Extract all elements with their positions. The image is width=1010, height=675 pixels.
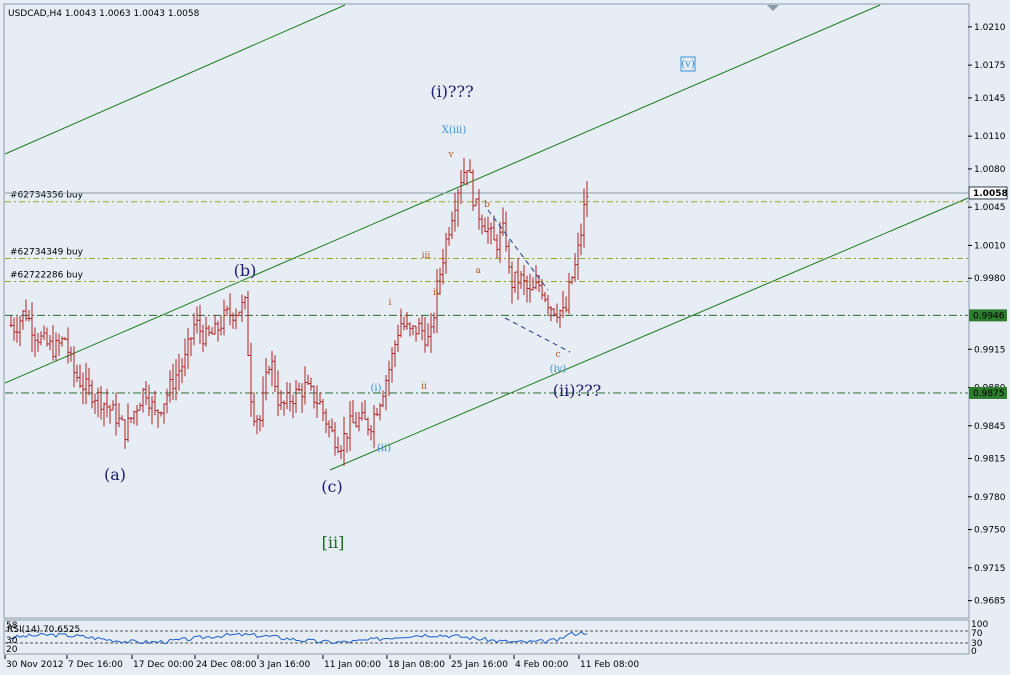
level-price-box [969, 309, 1007, 322]
rsi-line [10, 631, 588, 645]
level-price-box [969, 386, 1007, 399]
rsi-left-tick: 20 [6, 645, 18, 655]
wave-label-sub: i [389, 298, 392, 308]
y-tick-label: 0.9750 [974, 526, 1006, 536]
rsi-left-tick: 30 [6, 636, 18, 646]
y-axis: 1.0210 1.0175 1.0145 1.0110 1.0080 1.0045 1.00… [968, 23, 1008, 607]
y-tick-label: 1.0145 [974, 94, 1006, 104]
wave-label-minor: (iv) [550, 364, 567, 375]
window-title: USDCAD,H4 1.0043 1.0063 1.0043 1.0058 [8, 9, 200, 19]
y-tick-label: 1.0210 [974, 23, 1006, 33]
y-tick-label: 1.0175 [974, 61, 1006, 71]
y-tick-label: 0.9980 [974, 274, 1006, 284]
current-price-label: 1.0058 [973, 189, 1008, 199]
wave-label-sub: v [447, 150, 454, 160]
wave-label-minor: (i) [370, 383, 381, 394]
x-tick-label: 18 Jan 08:00 [388, 660, 445, 670]
price-bars [9, 157, 589, 466]
y-tick-label: 1.0110 [974, 132, 1006, 142]
wave-label-main: (a) [104, 465, 126, 484]
x-tick-label: 7 Dec 16:00 [68, 660, 123, 670]
wave-label-minor: X(iii) [442, 125, 467, 136]
x-tick-label: 25 Jan 16:00 [451, 660, 508, 670]
level-price-label: 0.9875 [973, 389, 1005, 399]
wave-label-minor: (ii) [377, 443, 391, 454]
wave-label-sub: a [475, 266, 481, 276]
wave-label-main: (ii)??? [553, 381, 601, 400]
rsi-axis-label: 30 [971, 639, 983, 649]
y-tick-label: 1.0010 [974, 241, 1006, 251]
rsi-label: RSI(14) 70.6525 [7, 625, 80, 635]
wave-label-green: [ii] [322, 533, 345, 552]
wave-label-minor: (v) [681, 59, 695, 70]
x-tick-label: 3 Jan 16:00 [259, 660, 311, 670]
y-tick-label: 0.9815 [974, 455, 1006, 465]
horizontal-levels: #62734356 buy #62734349 buy #62722286 buy [5, 191, 968, 394]
wave-label-main: (i)??? [430, 82, 473, 101]
x-tick-label: 11 Feb 08:00 [580, 660, 639, 670]
y-tick-label: 1.0045 [974, 203, 1006, 213]
y-tick-label: 0.9780 [974, 493, 1006, 503]
wave-label-main: (b) [234, 261, 257, 280]
rsi-axis-label: 0 [971, 647, 977, 657]
y-tick-label: 1.0080 [974, 165, 1006, 175]
x-tick-label: 11 Jan 00:00 [324, 660, 381, 670]
channel-line [329, 197, 969, 471]
x-tick-label: 4 Feb 00:00 [515, 660, 569, 670]
rsi-plot-frame [3, 619, 970, 655]
order-label: #62722286 buy [10, 270, 84, 280]
channel-lines [4, 4, 969, 471]
channel-line [4, 4, 881, 384]
wave-label-sub: iii [422, 251, 431, 261]
order-label: #62734356 buy [10, 191, 84, 201]
wave-annotations: (a) (b) (c) (i)??? (ii)??? [ii] (i) (ii) X(iii) (… [104, 56, 696, 552]
y-tick-label: 0.9715 [974, 564, 1006, 574]
y-tick-label: 0.9845 [974, 422, 1006, 432]
x-axis: 30 Nov 2012 7 Dec 16:00 17 Dec 00:00 24 Dec… [4, 655, 639, 670]
y-tick-label: 0.9685 [974, 597, 1006, 607]
wedge-line-upper [487, 209, 549, 291]
rsi-left-tick: 58 [6, 621, 18, 631]
x-tick-label: 30 Nov 2012 [6, 660, 64, 670]
x-tick-label: 24 Dec 08:00 [196, 660, 257, 670]
wave-label-sub: c [555, 350, 560, 360]
level-price-label: 0.9946 [973, 311, 1005, 321]
wave-label-sub: iv [433, 288, 442, 298]
wave-label-sub: b [484, 200, 490, 210]
shift-marker-icon[interactable] [767, 5, 779, 11]
rsi-axis-label: 100 [971, 620, 988, 630]
wedge-line-lower [504, 317, 571, 353]
main-plot-frame [3, 3, 970, 619]
wave-label-box [680, 56, 696, 72]
wave-label-main: (c) [321, 477, 342, 496]
x-tick-label: 17 Dec 00:00 [133, 660, 194, 670]
y-tick-label: 0.9915 [974, 345, 1006, 355]
channel-line [4, 4, 346, 155]
wave-label-sub: ii [421, 382, 427, 392]
order-label: #62734349 buy [10, 248, 84, 258]
current-price-box [968, 186, 1008, 200]
rsi-axis-label: 70 [971, 629, 983, 639]
